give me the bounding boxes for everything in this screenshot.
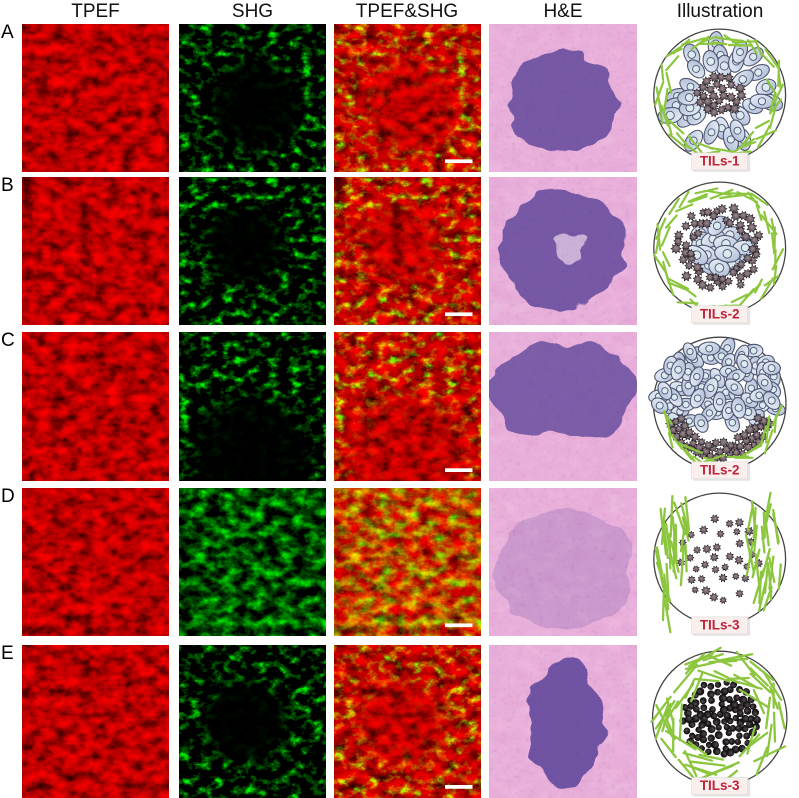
svg-text:TILs-3: TILs-3	[700, 617, 740, 632]
svg-text:TILs-2: TILs-2	[700, 462, 740, 477]
svg-text:TILs-2: TILs-2	[700, 306, 740, 321]
svg-text:TILs-3: TILs-3	[700, 778, 740, 793]
svg-text:TILs-1: TILs-1	[700, 153, 740, 168]
